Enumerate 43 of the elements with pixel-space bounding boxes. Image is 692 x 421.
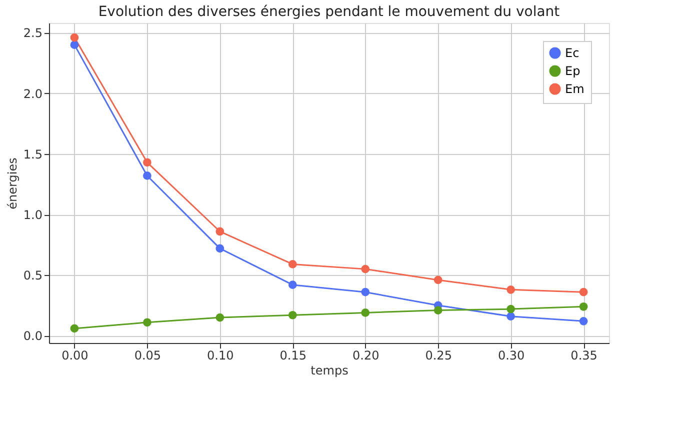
point [506,312,515,321]
legend-label: Em [565,82,584,96]
point [216,313,224,322]
x-tick-label: 0.35 [570,348,598,362]
point [361,264,370,274]
point [70,33,79,42]
point [434,306,442,314]
y-axis-title: énergies [5,158,20,210]
point [288,260,297,268]
y-tick-label: 0.5 [23,268,42,283]
x-tick-label: 0.10 [207,348,234,362]
point [506,285,515,294]
legend-label: Ep [565,64,580,78]
x-axis-title: temps [310,364,348,378]
x-tick-label: 0.05 [134,348,162,362]
point [361,288,370,296]
point [216,244,224,253]
y-tick-label: 1.0 [23,208,42,222]
point [579,317,588,326]
point [361,308,370,317]
point [143,318,152,327]
point [70,324,79,333]
point [506,304,515,314]
point [216,227,224,236]
x-tick-label: 0.15 [280,348,306,362]
point [434,276,442,284]
y-tick-label: 0.0 [23,329,42,344]
x-tick-label: 0.30 [498,348,525,362]
point [579,302,588,311]
x-tick-label: 0.25 [425,348,452,362]
point [579,288,588,296]
y-tick-label: 2.5 [23,26,42,40]
chart-title: Evolution des diverses énergies pendant le mouvement du volant [98,4,560,20]
x-tick-label: 0.00 [62,348,88,362]
x-tick-label: 0.20 [352,348,380,362]
point [288,310,297,320]
y-tick-label: 2.0 [23,86,42,101]
point [70,40,79,49]
legend-label: Ec [565,46,580,60]
point [143,158,152,167]
point [143,172,152,180]
point [288,280,297,289]
y-tick-label: 1.5 [23,147,42,162]
